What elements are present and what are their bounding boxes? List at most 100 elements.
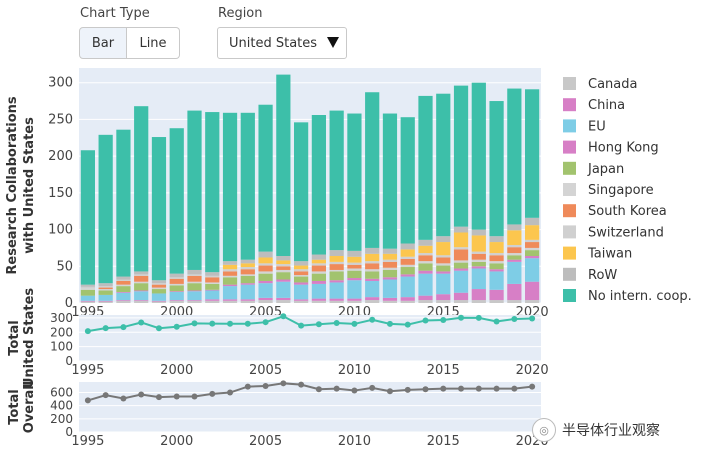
bar-south-korea-2017 (471, 253, 486, 260)
bar-canada-2019 (507, 300, 522, 303)
overall-total-point-1995 (84, 397, 91, 404)
bar-china-2008 (311, 298, 326, 301)
bar-eu-2014 (418, 273, 433, 296)
overall-total-point-2018 (493, 385, 500, 392)
bar-china-2018 (489, 289, 504, 301)
bar-japan-1995 (80, 289, 95, 296)
bar-row-2019 (507, 224, 522, 231)
bar-row-2014 (418, 239, 433, 246)
region-select-value: United States (229, 35, 318, 51)
bar-south-korea-1996 (98, 287, 113, 290)
bar-eu-2007 (294, 284, 309, 300)
us-total-xtick-label: 1995 (71, 363, 104, 378)
legend-label: China (588, 98, 625, 113)
bar-row-2015 (436, 236, 451, 243)
bar-row-2017 (471, 229, 486, 236)
us-total-point-2017 (475, 314, 482, 321)
caret-down-icon (327, 37, 339, 48)
bar-no-intern-coop--2000 (169, 128, 184, 274)
legend-swatch-china (563, 98, 576, 112)
bar-singapore-2005 (258, 271, 273, 274)
us-total-point-1996 (102, 325, 109, 332)
bar-china-2016 (453, 292, 469, 301)
us-total-ylabel-text: TotalUnited States (7, 288, 37, 389)
bar-singapore-2011 (365, 269, 380, 272)
bar-hong-kong-2008 (311, 280, 326, 284)
bar-canada-2016 (453, 300, 469, 303)
bar-japan-2019 (507, 255, 522, 260)
bar-hong-kong-2002 (205, 289, 220, 291)
bar-south-korea-2008 (311, 265, 326, 272)
us-total-point-2008 (315, 321, 322, 328)
bar-china-2000 (169, 300, 184, 301)
bar-japan-2013 (400, 267, 415, 275)
bar-switzerland-2019 (507, 244, 522, 248)
us-total-point-2000 (173, 323, 180, 330)
bar-canada-1999 (151, 301, 167, 303)
bar-ytick-label: 50 (56, 259, 73, 274)
bar-china-2005 (258, 297, 273, 301)
bar-canada-2017 (471, 300, 486, 303)
bar-china-2019 (507, 283, 522, 301)
bar-row-2000 (169, 273, 184, 278)
bar-taiwan-2017 (471, 235, 486, 252)
bar-japan-1998 (134, 283, 149, 291)
bar-canada-1995 (80, 301, 95, 303)
overall-total-point-2004 (244, 383, 251, 390)
bar-canada-2000 (169, 300, 184, 303)
bar-no-intern-coop--2010 (347, 113, 362, 251)
bar-row-2012 (382, 248, 398, 254)
bar-ytick-label: 150 (48, 186, 73, 201)
us-total-point-2011 (369, 316, 376, 323)
overall-total-point-2013 (404, 386, 411, 393)
bar-canada-1996 (98, 301, 113, 303)
overall-total-point-2014 (422, 386, 429, 393)
bar-taiwan-2019 (507, 230, 522, 245)
overall-total-xtick-label: 2010 (338, 434, 371, 449)
bar-row-2013 (400, 243, 415, 250)
overall-total-point-2010 (351, 387, 358, 394)
watermark-text: 半导体行业观察 (562, 423, 660, 439)
bar-ytick-label: 200 (48, 149, 73, 164)
bar-row-2011 (365, 247, 380, 254)
line-button[interactable]: Line (127, 27, 180, 59)
bar-japan-2015 (436, 265, 451, 272)
bar-eu-2018 (489, 271, 504, 290)
bar-canada-2018 (489, 300, 504, 303)
bar-eu-2006 (276, 281, 291, 298)
bar-button[interactable]: Bar (79, 27, 127, 59)
us-total-point-1998 (138, 319, 145, 326)
region-select[interactable]: United States (217, 27, 347, 59)
bar-hong-kong-2019 (507, 259, 522, 262)
bar-switzerland-1997 (116, 279, 131, 281)
bar-eu-1997 (116, 292, 131, 301)
bar-no-intern-coop--2013 (400, 117, 415, 244)
bar-canada-2008 (311, 300, 326, 303)
bar-china-2015 (436, 294, 451, 301)
bar-eu-2020 (525, 258, 540, 282)
bar-singapore-1995 (80, 288, 95, 290)
us-total-point-2012 (386, 320, 393, 327)
overall-total-xtick-label: 2000 (160, 434, 193, 449)
bar-hong-kong-2015 (436, 271, 451, 274)
us-total-point-2013 (404, 321, 411, 328)
bar-no-intern-coop--2003 (222, 112, 238, 262)
bar-taiwan-2005 (258, 257, 273, 264)
overall-total-point-2017 (475, 385, 482, 392)
bar-no-intern-coop--1999 (151, 137, 167, 281)
bar-singapore-2007 (294, 275, 309, 277)
overall-total-point-2008 (315, 386, 322, 393)
overall-total-point-1998 (138, 391, 145, 398)
overall-total-point-2019 (511, 385, 518, 392)
overall-total-ylabel-group: TotalOverall (7, 381, 37, 433)
chart-type-toggle: Bar Line (79, 27, 180, 59)
bar-switzerland-2009 (329, 261, 344, 265)
bar-taiwan-2006 (276, 260, 291, 265)
bar-switzerland-2007 (294, 269, 309, 272)
bar-china-2014 (418, 295, 433, 301)
bar-japan-2017 (471, 261, 486, 267)
bar-singapore-2019 (507, 253, 522, 256)
bar-china-2020 (525, 281, 540, 301)
bar-switzerland-2014 (418, 253, 433, 256)
bar-japan-2003 (222, 277, 238, 285)
